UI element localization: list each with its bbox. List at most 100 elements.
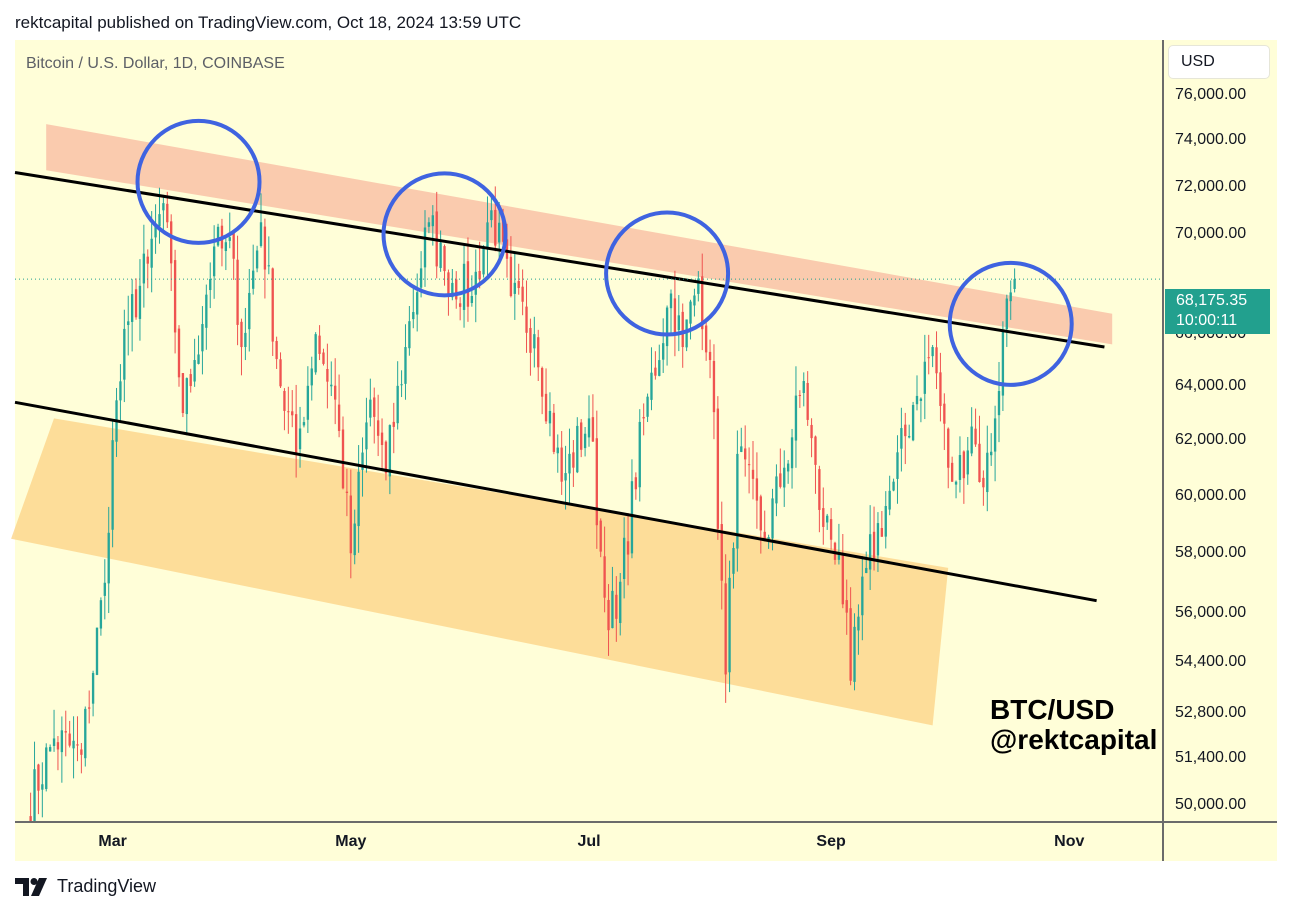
candle-body (958, 455, 962, 480)
candle-body (294, 414, 298, 454)
candle-body (728, 577, 731, 673)
candle-body (357, 471, 360, 527)
support-zone (11, 418, 949, 726)
candle-body (462, 263, 466, 310)
candle-body (950, 462, 954, 482)
candle-body (548, 410, 552, 424)
candle-body (615, 594, 618, 619)
candle-body (837, 553, 841, 560)
candle-body (302, 422, 306, 426)
candle-body (755, 478, 759, 501)
candle-body (252, 270, 255, 289)
candle-body (662, 343, 665, 360)
candle-body (45, 747, 48, 789)
candle-body (822, 508, 825, 527)
candle-body (720, 524, 723, 581)
tradingview-footer[interactable]: TradingView (15, 876, 156, 897)
candle-body (287, 411, 290, 413)
candle-body (716, 408, 720, 529)
candle-body (693, 295, 696, 306)
price-tick-label: 74,000.00 (1175, 131, 1247, 149)
currency-button[interactable]: USD (1168, 45, 1270, 79)
candle-body (68, 733, 71, 746)
price-tick-label: 56,000.00 (1175, 603, 1247, 621)
candle-body (345, 491, 349, 493)
candle-body (423, 227, 427, 268)
candle-body (759, 496, 762, 531)
candle-body (993, 418, 997, 452)
candle-body (599, 520, 602, 552)
candle-body (490, 210, 493, 221)
candle-body (283, 390, 286, 411)
candle-body (334, 385, 337, 400)
watermark: BTC/USD @rektcapital (990, 695, 1157, 755)
candle-body (33, 769, 36, 822)
candle-body (751, 469, 755, 479)
candle-body (857, 616, 860, 631)
candle-body (509, 256, 513, 297)
candle-body (849, 608, 852, 681)
candle-body (872, 531, 876, 559)
candle-body (275, 340, 278, 360)
candle-body (970, 426, 973, 454)
candle-body (607, 599, 610, 631)
candle-body (478, 270, 481, 280)
candle-body (947, 428, 950, 468)
candle-body (911, 404, 915, 441)
candle-body (1009, 292, 1012, 302)
candle-body (915, 395, 919, 405)
candle-body (439, 242, 442, 268)
candle-body (60, 730, 64, 753)
bar-countdown: 10:00:11 (1176, 312, 1238, 329)
candle-body (544, 393, 548, 422)
candle-body (966, 450, 969, 475)
candle-body (162, 203, 165, 211)
candle-body (783, 467, 786, 488)
candle-body (458, 303, 462, 307)
candle-body (443, 246, 446, 272)
candle-body (525, 306, 528, 333)
candle-body (353, 523, 356, 556)
candle-body (747, 464, 751, 466)
candle-body (271, 268, 274, 342)
candle-body (111, 440, 114, 530)
candle-body (962, 451, 966, 479)
candle-body (919, 398, 923, 401)
candle-body (455, 279, 458, 300)
candle-body (263, 226, 267, 270)
candle-body (603, 556, 606, 598)
candle-body (876, 523, 880, 556)
time-tick-label: Mar (98, 833, 127, 850)
candle-body (189, 374, 192, 387)
candle-body (119, 381, 122, 401)
trendline-2 (14, 400, 1097, 603)
candle-body (892, 481, 895, 491)
price-axis[interactable] (1163, 40, 1277, 861)
price-tick-label: 58,000.00 (1175, 544, 1247, 562)
candle-body (744, 448, 747, 460)
candle-body (349, 495, 352, 554)
candle-body (326, 368, 329, 382)
candle-body (533, 334, 536, 349)
time-tick-label: Jul (577, 833, 601, 850)
tradingview-logo-icon (15, 877, 47, 896)
candle-body (482, 246, 485, 275)
candle-body (818, 469, 821, 510)
candle-body (419, 268, 423, 288)
candle-body (228, 237, 231, 241)
candle-body (650, 372, 653, 400)
candle-body (841, 553, 844, 605)
candle-body (681, 311, 684, 348)
candle-body (564, 473, 567, 481)
time-tick-label: Nov (1054, 833, 1085, 850)
candle-body (638, 421, 641, 488)
candle-body (91, 673, 95, 704)
candle-body (552, 412, 556, 452)
candle-body (416, 292, 419, 315)
candle-body (786, 463, 790, 472)
candle-body (665, 307, 669, 347)
time-axis[interactable] (15, 822, 1163, 861)
candle-body (201, 324, 204, 352)
candle-body (868, 534, 872, 570)
